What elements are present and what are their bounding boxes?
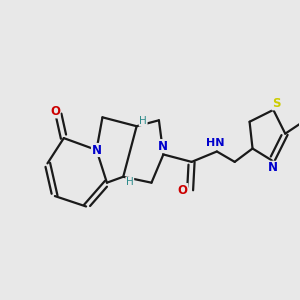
Text: S: S [272, 97, 281, 110]
Text: H: H [126, 177, 134, 187]
Text: N: N [268, 161, 278, 174]
Text: HN: HN [206, 138, 225, 148]
Text: O: O [178, 184, 188, 196]
Text: N: N [92, 143, 101, 157]
Text: H: H [139, 116, 147, 126]
Text: O: O [50, 105, 60, 118]
Text: N: N [158, 140, 168, 153]
